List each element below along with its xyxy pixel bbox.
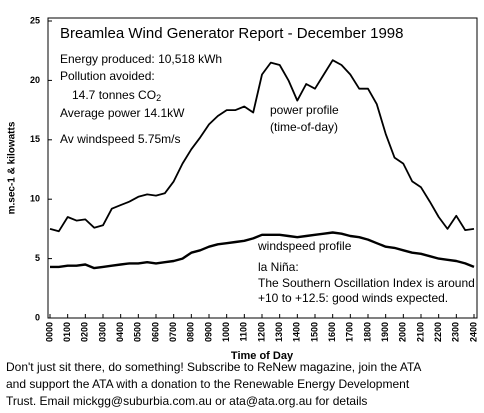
chart-title: Breamlea Wind Generator Report - Decembe… <box>60 25 404 42</box>
footer-line: Don't just sit there, do something! Subs… <box>6 360 421 374</box>
x-tick-label: 0600 <box>150 322 160 342</box>
annotation: Average power 14.1kW <box>60 106 185 120</box>
x-tick-label: 2000 <box>398 322 408 342</box>
x-tick-label: 2100 <box>415 322 425 342</box>
annotation: Energy produced: 10,518 kWh <box>60 52 222 66</box>
x-tick-label: 0700 <box>168 322 178 342</box>
x-tick-label: 0900 <box>203 322 213 342</box>
series-line <box>50 231 475 270</box>
co2-annotation: 14.7 tonnes CO2 <box>72 88 161 103</box>
y-tick-label: 15 <box>30 134 40 144</box>
y-tick-label: 0 <box>35 312 40 322</box>
annotation: +10 to +12.5: good winds expected. <box>258 291 448 305</box>
x-tick-label: 1900 <box>380 322 390 342</box>
series-label: windspeed profile <box>257 239 352 253</box>
co2-subscript: 2 <box>156 93 161 103</box>
x-tick-label: 2400 <box>468 322 478 342</box>
x-tick-label: 1700 <box>345 322 355 342</box>
x-tick-label: 1400 <box>292 322 302 342</box>
x-tick-label: 0000 <box>44 322 54 342</box>
y-axis-label: m.sec-1 & kilowatts <box>7 121 18 214</box>
x-tick-label: 0400 <box>115 322 125 342</box>
x-tick-label: 0300 <box>97 322 107 342</box>
x-tick-label: 1100 <box>239 322 249 342</box>
x-tick-label: 1300 <box>274 322 284 342</box>
x-tick-label: 2300 <box>451 322 461 342</box>
x-tick-label: 1500 <box>309 322 319 342</box>
x-tick-label: 1200 <box>256 322 266 342</box>
x-axis-label: Time of Day <box>231 350 294 362</box>
annotation: The Southern Oscillation Index is around <box>258 276 475 290</box>
series-line <box>49 59 475 233</box>
annotation: Av windspeed 5.75m/s <box>60 132 181 146</box>
x-tick-label: 0800 <box>186 322 196 342</box>
annotation: Pollution avoided: <box>60 69 155 83</box>
annotation: la Niña: <box>258 260 299 274</box>
y-tick-label: 20 <box>30 75 40 85</box>
footer-line: Trust. Email mickgg@suburbia.com.au or a… <box>6 394 367 408</box>
x-tick-label: 0100 <box>62 322 72 342</box>
x-tick-label: 2200 <box>433 322 443 342</box>
co2-text: 14.7 tonnes CO <box>72 88 156 102</box>
y-tick-label: 5 <box>35 253 40 263</box>
x-tick-label: 0500 <box>133 322 143 342</box>
x-tick-label: 1000 <box>221 322 231 342</box>
y-tick-label: 10 <box>30 194 40 204</box>
x-tick-label: 0200 <box>80 322 90 342</box>
annotation: (time-of-day) <box>270 120 338 134</box>
x-tick-label: 1800 <box>362 322 372 342</box>
x-tick-label: 1600 <box>327 322 337 342</box>
series-label: power profile <box>270 103 339 117</box>
footer-line: and support the ATA with a donation to t… <box>6 377 410 391</box>
y-tick-label: 25 <box>30 15 40 25</box>
